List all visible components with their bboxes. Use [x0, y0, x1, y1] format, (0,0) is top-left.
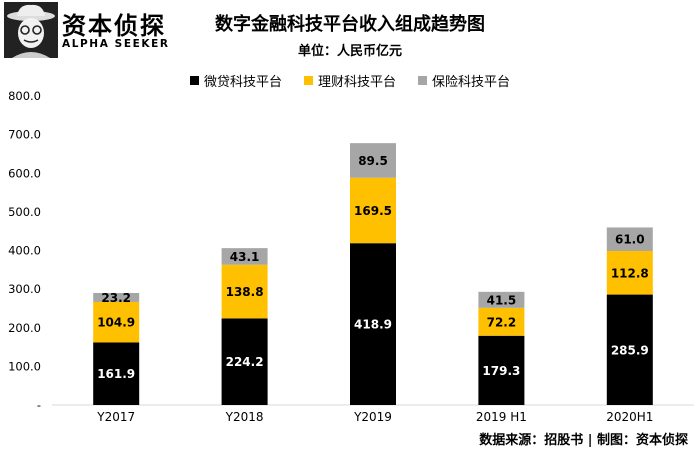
y-tick-label: 800.0 [8, 89, 41, 103]
chart-unit: 单位：人民币亿元 [297, 44, 402, 59]
bar-segment [350, 143, 396, 178]
legend-swatch [418, 76, 427, 85]
bar-segment [606, 227, 653, 252]
legend-item-wealth: 理财科技平台 [303, 71, 396, 90]
y-tick-label: 100.0 [8, 359, 41, 373]
y-tick-label: 300.0 [8, 282, 41, 296]
data-label: 138.8 [226, 285, 264, 299]
legend-swatch [303, 76, 313, 85]
y-tick-label: 400.0 [8, 244, 41, 258]
y-tick-label: 700.0 [8, 128, 41, 142]
legend-label: 保险科技平台 [432, 75, 511, 90]
logo-name-cn: 资本侦探 [62, 12, 166, 40]
bar-segment [93, 301, 140, 343]
x-tick-label: 2019 H1 [476, 410, 527, 424]
data-label: 224.2 [226, 355, 264, 369]
detective-mascot-icon [4, 2, 58, 58]
data-label: 104.9 [97, 316, 135, 330]
source-note: 数据来源：招股书 | 制图：资本侦探 [479, 433, 688, 448]
data-label: 179.3 [482, 364, 520, 378]
data-label: 61.0 [615, 233, 645, 247]
x-tick-label: Y2017 [96, 410, 135, 424]
chart-title: 数字金融科技平台收入组成趋势图 [215, 14, 485, 35]
data-label: 23.2 [101, 291, 131, 305]
bar-segment [221, 318, 268, 405]
x-tick-label: Y2019 [353, 410, 392, 424]
legend-item-insurance: 保险科技平台 [418, 71, 510, 90]
bar-segment [93, 292, 140, 302]
bar-segment [221, 248, 268, 265]
y-tick-label: - [37, 398, 41, 412]
bar-segment [606, 251, 653, 295]
data-label: 41.5 [487, 293, 517, 307]
bar-segment [606, 294, 653, 405]
x-tick-label: Y2018 [225, 410, 264, 424]
bar-segment [478, 291, 525, 308]
logo-name-en: ALPHA SEEKER [62, 38, 170, 50]
bar-segment [350, 177, 396, 244]
legend-label: 微贷科技平台 [203, 75, 282, 90]
data-label: 43.1 [230, 250, 260, 264]
bar-segment [478, 307, 525, 336]
legend-label: 理财科技平台 [317, 75, 396, 90]
y-tick-label: 500.0 [8, 205, 41, 219]
bar-segment [221, 264, 268, 319]
data-label: 112.8 [611, 266, 649, 280]
data-label: 169.5 [354, 204, 392, 218]
legend-swatch [189, 76, 199, 85]
data-label: 161.9 [97, 367, 135, 381]
legend-item-microloan: 微贷科技平台 [189, 71, 282, 90]
bar-segment [93, 342, 140, 405]
y-tick-label: 200.0 [8, 321, 41, 335]
data-label: 285.9 [611, 343, 649, 357]
data-label: 418.9 [354, 318, 392, 332]
bar-segment [350, 243, 396, 405]
bar-segment [478, 335, 525, 405]
y-tick-label: 600.0 [8, 166, 41, 180]
chart-legend: 微贷科技平台 理财科技平台 保险科技平台 [0, 71, 700, 90]
data-label: 72.2 [487, 315, 517, 329]
data-label: 89.5 [358, 154, 388, 168]
x-tick-label: 2020H1 [606, 410, 653, 424]
brand-logo: 资本侦探 ALPHA SEEKER [4, 2, 182, 58]
